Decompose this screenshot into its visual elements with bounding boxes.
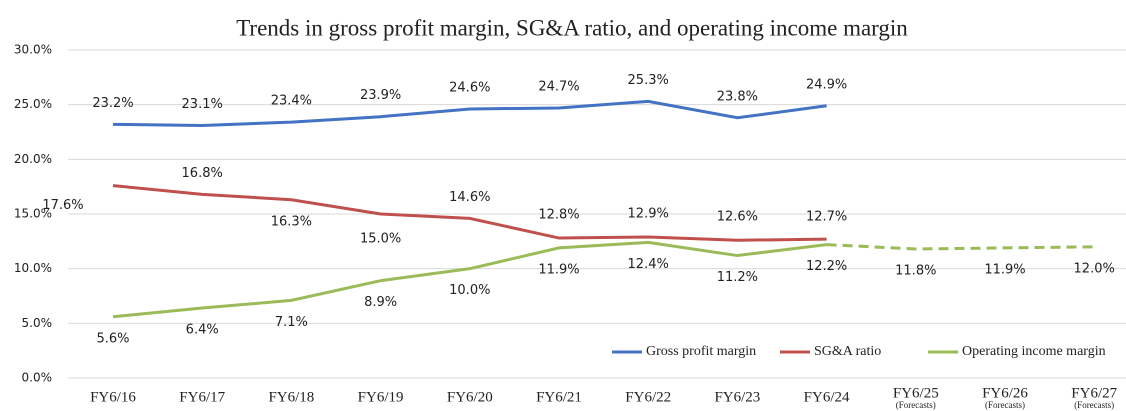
legend-label: Gross profit margin xyxy=(646,344,756,359)
x-tick-label: FY6/19 xyxy=(358,389,404,405)
x-tick-label: FY6/25 xyxy=(893,385,939,401)
x-tick-label: FY6/16 xyxy=(90,389,136,405)
data-label: 11.9% xyxy=(538,262,579,277)
data-label: 11.2% xyxy=(717,270,758,285)
series-line-forecast xyxy=(826,243,1095,251)
x-tick-label: FY6/18 xyxy=(268,389,314,405)
data-label: 23.9% xyxy=(360,88,401,103)
data-label: 6.4% xyxy=(186,323,219,338)
data-label: 7.1% xyxy=(275,315,308,330)
data-label: 8.9% xyxy=(364,295,397,310)
x-tick-label: FY6/20 xyxy=(447,389,493,405)
x-tick-note: (Forecasts) xyxy=(896,400,936,410)
data-label: 17.6% xyxy=(42,198,83,213)
data-label: 12.7% xyxy=(806,210,847,225)
y-tick-label: 10.0% xyxy=(14,261,52,275)
data-label: 23.8% xyxy=(717,89,758,104)
data-label: 5.6% xyxy=(96,331,129,346)
x-tick-label: FY6/17 xyxy=(179,389,225,405)
data-label: 15.0% xyxy=(360,232,401,247)
y-tick-label: 5.0% xyxy=(22,316,53,330)
series-line xyxy=(112,99,827,127)
chart-title: Trends in gross profit margin, SG&A rati… xyxy=(236,15,908,40)
data-label: 12.8% xyxy=(538,208,579,223)
data-label: 12.4% xyxy=(628,257,669,272)
data-label: 12.9% xyxy=(628,206,669,221)
data-label: 24.9% xyxy=(806,77,847,92)
data-label: 11.9% xyxy=(984,262,1025,277)
x-tick-label: FY6/24 xyxy=(804,389,850,405)
legend-label: SG&A ratio xyxy=(814,344,881,359)
y-tick-label: 30.0% xyxy=(14,43,52,57)
data-label: 24.6% xyxy=(449,81,490,96)
data-label: 23.2% xyxy=(92,96,133,111)
data-label: 12.2% xyxy=(806,259,847,274)
x-tick-label: FY6/26 xyxy=(982,385,1028,401)
data-label: 23.1% xyxy=(182,97,223,112)
x-tick-label: FY6/21 xyxy=(536,389,582,405)
x-tick-note: (Forecasts) xyxy=(985,400,1025,410)
data-label: 16.8% xyxy=(182,166,223,181)
data-label: 25.3% xyxy=(628,73,669,88)
data-label: 11.8% xyxy=(895,263,936,278)
y-tick-label: 25.0% xyxy=(14,97,52,111)
y-tick-label: 20.0% xyxy=(14,152,52,166)
x-tick-note: (Forecasts) xyxy=(1074,400,1114,410)
data-label: 16.3% xyxy=(271,214,312,229)
x-tick-label: FY6/23 xyxy=(714,389,760,405)
x-tick-label: FY6/22 xyxy=(625,389,671,405)
data-label: 24.7% xyxy=(538,79,579,94)
series-line xyxy=(112,240,827,319)
y-tick-label: 15.0% xyxy=(14,207,52,221)
data-label: 14.6% xyxy=(449,190,490,205)
y-tick-label: 0.0% xyxy=(22,371,53,385)
legend-label: Operating income margin xyxy=(962,344,1106,359)
x-tick-label: FY6/27 xyxy=(1071,385,1117,401)
series-line xyxy=(112,184,827,242)
data-label: 23.4% xyxy=(271,94,312,109)
data-label: 12.0% xyxy=(1074,261,1115,276)
data-label: 10.0% xyxy=(449,283,490,298)
data-label: 12.6% xyxy=(717,210,758,225)
